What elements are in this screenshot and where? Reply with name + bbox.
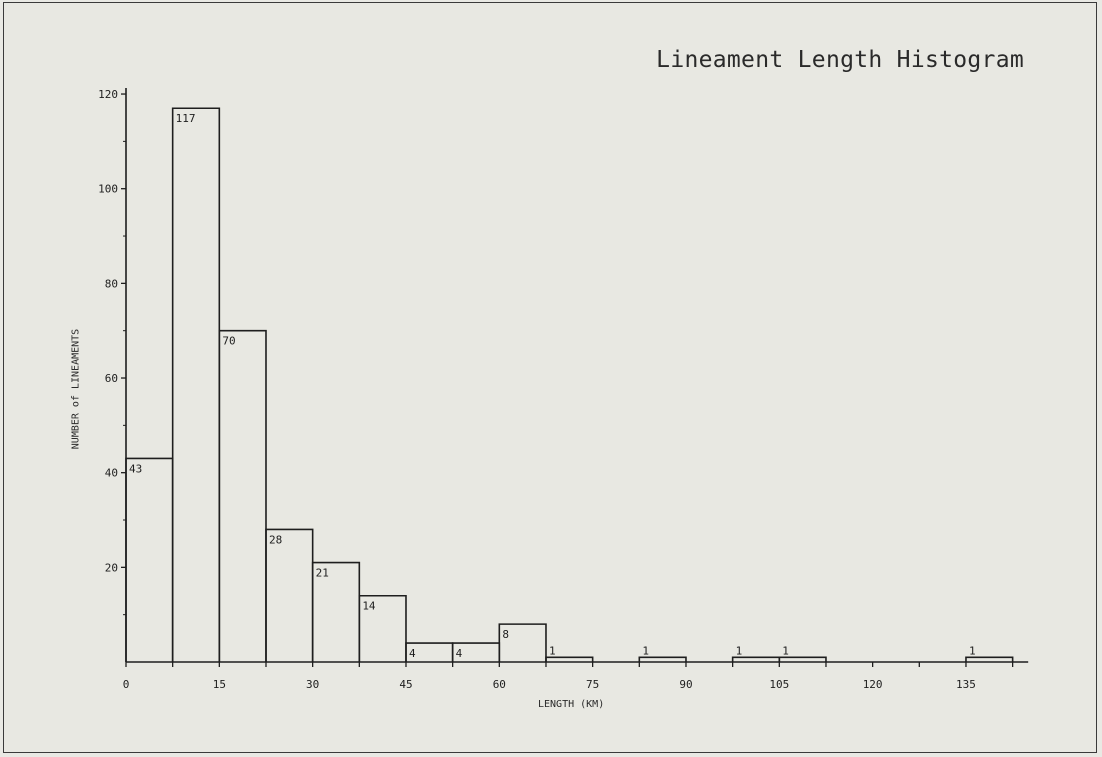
y-axis-label: NUMBER of LINEAMENTS: [70, 328, 82, 450]
x-tick-label: 90: [679, 678, 692, 691]
y-tick-label: 20: [105, 561, 118, 574]
x-tick-label: 105: [769, 678, 789, 691]
bar-value-label: 1: [736, 644, 743, 657]
y-tick-label: 80: [105, 277, 118, 290]
histogram-bar: [965, 656, 1014, 662]
chart-frame: 20 40 60 80 100 120 0 15 30 45 60 75 90 105 120 135 43 11…: [3, 2, 1097, 753]
histogram-bar: [498, 623, 547, 662]
y-tick-label: 60: [105, 372, 118, 385]
bar-value-label: 1: [549, 644, 556, 657]
histogram-bar: [638, 656, 687, 662]
y-tick-label: 40: [105, 467, 118, 480]
bar-value-label: 21: [316, 567, 329, 580]
y-tick-label: 100: [98, 183, 118, 196]
x-tick-label: 0: [123, 678, 130, 691]
histogram-bar: [218, 329, 267, 662]
x-tick-label: 30: [306, 678, 319, 691]
histogram-bar: [545, 656, 594, 662]
bar-value-label: 1: [969, 644, 976, 657]
bar-value-label: 1: [782, 644, 789, 657]
bar-value-label: 8: [502, 628, 509, 641]
bar-value-label: 14: [362, 600, 376, 613]
bar-value-label: 117: [176, 112, 196, 125]
bar-value-label: 70: [222, 335, 235, 348]
x-tick-label: 45: [399, 678, 412, 691]
x-axis-label: LENGTH (KM): [538, 699, 605, 710]
histogram-bar: [125, 457, 174, 662]
x-tick-label: 60: [493, 678, 506, 691]
chart-title: Lineament Length Histogram: [656, 47, 1024, 73]
bar-value-label: 28: [269, 533, 282, 546]
x-tick-label: 15: [213, 678, 226, 691]
x-tick-label: 120: [863, 678, 883, 691]
histogram-bar: [265, 528, 314, 662]
y-tick-label: 120: [98, 88, 118, 101]
histogram-bar: [358, 594, 407, 662]
bar-value-label: 1: [642, 644, 649, 657]
histogram-bar: [171, 107, 221, 662]
bar-value-label: 4: [409, 647, 416, 660]
bar-value-label: 4: [456, 647, 463, 660]
bar-value-label: 43: [129, 462, 142, 475]
x-tick-label: 135: [956, 678, 976, 691]
histogram-bar: [778, 656, 827, 662]
x-tick-label: 75: [586, 678, 599, 691]
